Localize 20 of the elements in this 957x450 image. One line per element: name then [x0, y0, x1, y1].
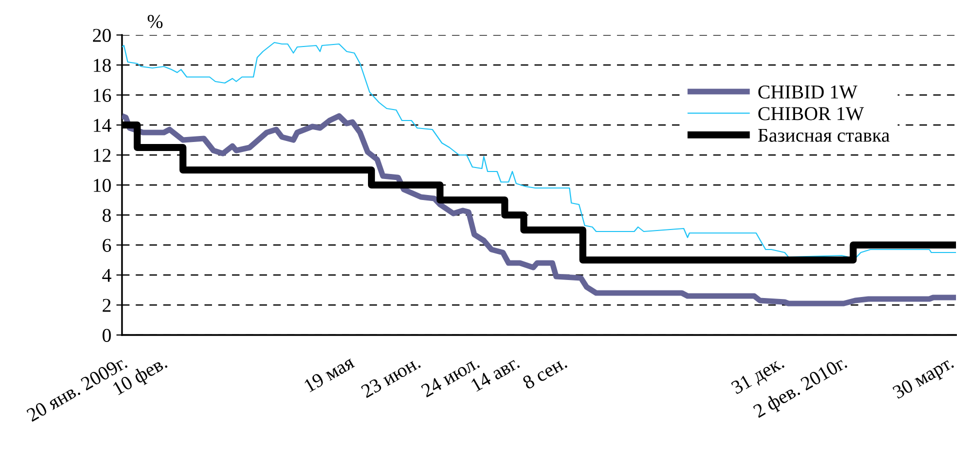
y-tick-label: 8	[102, 208, 111, 222]
y-tick-label: 2	[102, 298, 111, 312]
y-tick-label: 20	[92, 28, 111, 42]
x-tick-label: 19 мая	[304, 355, 356, 392]
y-tick-label: 4	[102, 268, 112, 282]
x-tick-label: 8 сен.	[522, 356, 568, 390]
x-tick-label: 23 июн.	[360, 356, 422, 398]
legend-label: CHIBID 1W	[758, 86, 858, 99]
y-tick-label: 18	[94, 58, 111, 72]
legend-label: CHIBOR 1W	[758, 107, 864, 120]
y-axis-title: %	[148, 14, 163, 28]
y-tick-label: 14	[94, 118, 112, 132]
x-tick-label: 30 март.	[892, 356, 956, 402]
y-tick-label: 0	[102, 328, 111, 342]
y-tick-label: 16	[94, 88, 112, 102]
y-tick-label: 12	[94, 148, 111, 162]
legend-label: Базисная ставка	[758, 128, 890, 142]
line-series	[122, 42, 956, 260]
y-tick-label: 6	[102, 238, 112, 252]
y-tick-label: 10	[94, 178, 111, 192]
